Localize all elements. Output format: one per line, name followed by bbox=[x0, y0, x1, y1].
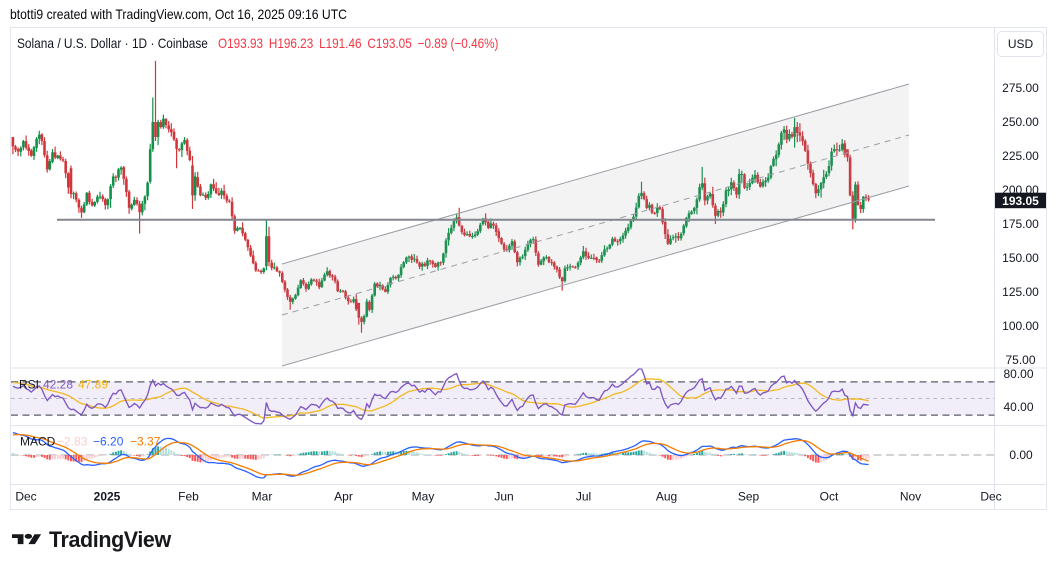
svg-text:−2.83: −2.83 bbox=[57, 434, 88, 448]
svg-text:Nov: Nov bbox=[900, 490, 921, 504]
svg-text:175.00: 175.00 bbox=[1002, 217, 1039, 231]
svg-text:MACD: MACD bbox=[20, 434, 56, 448]
svg-text:Dec: Dec bbox=[15, 490, 36, 504]
svg-text:80.00: 80.00 bbox=[1003, 367, 1033, 381]
svg-text:Feb: Feb bbox=[178, 490, 199, 504]
svg-text:−6.20: −6.20 bbox=[93, 434, 124, 448]
svg-text:−3.37: −3.37 bbox=[130, 434, 161, 448]
svg-text:USD: USD bbox=[1008, 37, 1034, 51]
svg-text:225.00: 225.00 bbox=[1002, 149, 1039, 163]
svg-text:2025: 2025 bbox=[94, 490, 121, 504]
svg-text:75.00: 75.00 bbox=[1005, 353, 1035, 367]
svg-text:40.00: 40.00 bbox=[1003, 400, 1033, 414]
svg-text:47.89: 47.89 bbox=[78, 377, 108, 391]
svg-text:Jul: Jul bbox=[576, 490, 591, 504]
svg-text:193.05: 193.05 bbox=[1002, 194, 1039, 208]
svg-text:250.00: 250.00 bbox=[1002, 115, 1039, 129]
svg-text:May: May bbox=[412, 490, 435, 504]
svg-text:42.28: 42.28 bbox=[43, 377, 73, 391]
svg-text:125.00: 125.00 bbox=[1002, 285, 1039, 299]
svg-text:275.00: 275.00 bbox=[1002, 81, 1039, 95]
svg-text:Sep: Sep bbox=[738, 490, 760, 504]
svg-text:Apr: Apr bbox=[334, 490, 353, 504]
svg-text:0.00: 0.00 bbox=[1009, 448, 1033, 462]
svg-text:Oct: Oct bbox=[820, 490, 839, 504]
svg-text:100.00: 100.00 bbox=[1002, 319, 1039, 333]
svg-text:Aug: Aug bbox=[656, 490, 677, 504]
svg-text:Jun: Jun bbox=[494, 490, 513, 504]
svg-text:Mar: Mar bbox=[252, 490, 273, 504]
svg-text:Dec: Dec bbox=[980, 490, 1001, 504]
svg-text:150.00: 150.00 bbox=[1002, 251, 1039, 265]
svg-text:RSI: RSI bbox=[19, 377, 39, 391]
